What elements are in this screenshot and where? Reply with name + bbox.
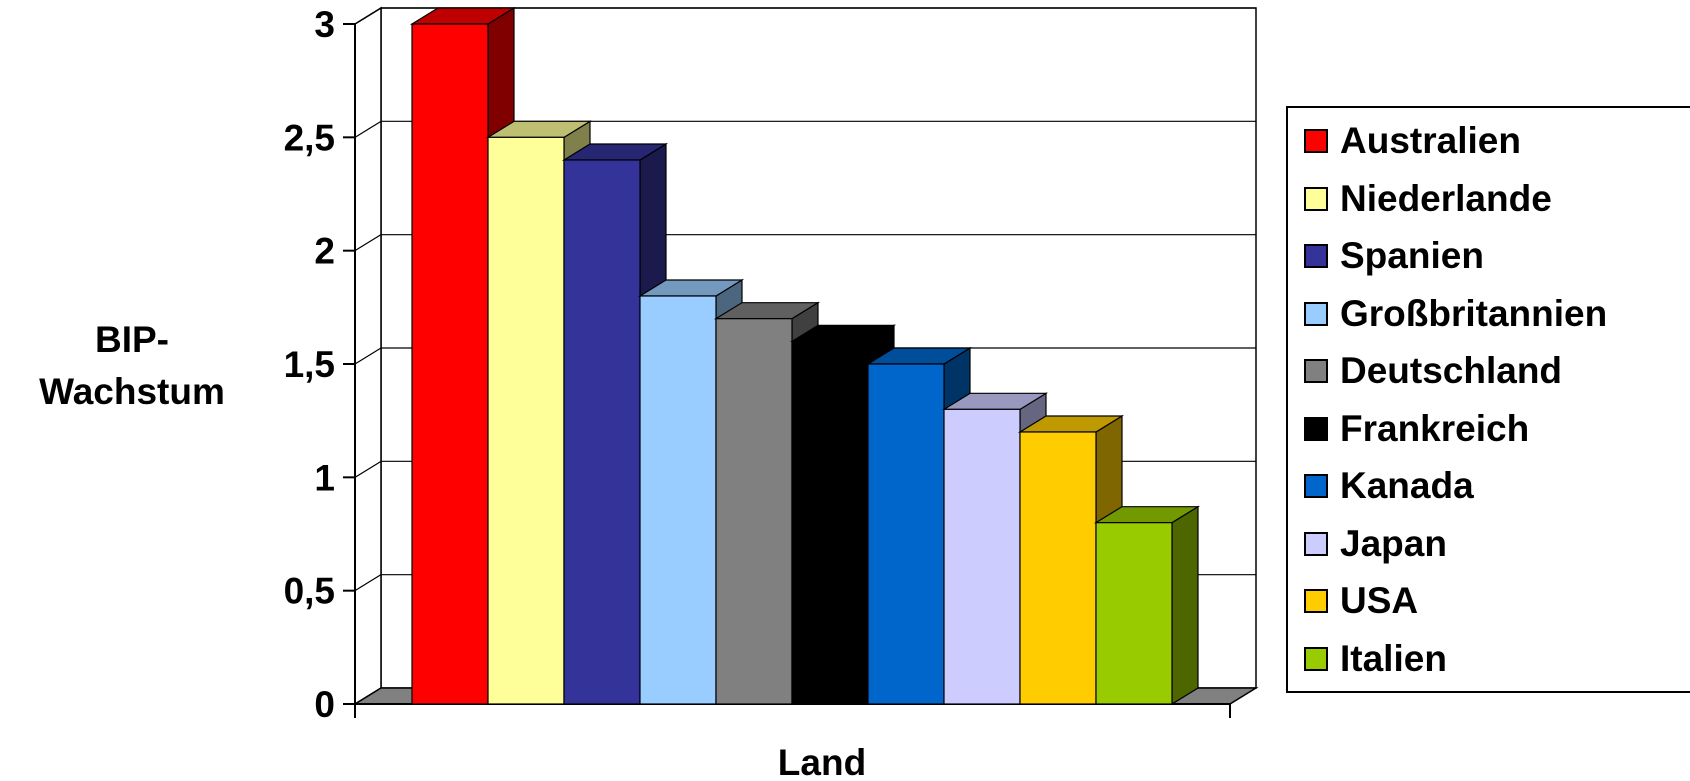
y-axis-label-line-1: BIP- bbox=[95, 319, 169, 360]
legend-item: Kanada bbox=[1304, 457, 1474, 515]
bar-front bbox=[1019, 431, 1097, 705]
legend-label: Italien bbox=[1340, 637, 1447, 679]
bar-front bbox=[563, 159, 641, 705]
y-tick-label: 2,5 bbox=[284, 117, 335, 158]
bar-side bbox=[1171, 505, 1199, 706]
legend-swatch bbox=[1304, 474, 1328, 498]
legend-swatch bbox=[1304, 531, 1328, 556]
legend-swatch bbox=[1304, 416, 1328, 441]
legend-label: Spanien bbox=[1340, 235, 1484, 276]
bar-front bbox=[411, 23, 489, 705]
legend-item: Deutschland bbox=[1304, 342, 1562, 400]
bar-front bbox=[867, 363, 945, 705]
bars bbox=[409, 6, 1201, 706]
bar-front bbox=[1095, 522, 1173, 705]
legend: Australien Niederlande Spanien Großbritanni… bbox=[1286, 106, 1690, 693]
bar-front bbox=[715, 318, 793, 705]
legend-swatch bbox=[1304, 301, 1328, 326]
legend-item: Frankreich bbox=[1304, 400, 1529, 458]
legend-swatch bbox=[1304, 589, 1328, 613]
gridline-side bbox=[354, 234, 382, 252]
y-axis-label-line-2: Wachstum bbox=[39, 371, 225, 412]
y-tick-label: 0 bbox=[314, 684, 335, 725]
legend-item: Spanien bbox=[1304, 227, 1484, 285]
legend-swatch bbox=[1304, 129, 1328, 153]
legend-label: USA bbox=[1340, 580, 1419, 621]
legend-label: Großbritannien bbox=[1340, 292, 1608, 334]
gridline-side bbox=[354, 460, 382, 478]
legend-label: Frankreich bbox=[1340, 407, 1530, 449]
legend-label: Kanada bbox=[1340, 465, 1474, 506]
gridline-side bbox=[354, 574, 382, 592]
legend-label: Australien bbox=[1340, 120, 1521, 161]
bar bbox=[1017, 414, 1125, 706]
legend-item: Großbritannien bbox=[1304, 285, 1607, 343]
legend-item: Italien bbox=[1304, 630, 1447, 688]
y-tick-label: 0,5 bbox=[284, 571, 335, 612]
legend-item: Niederlande bbox=[1304, 170, 1552, 228]
legend-item: Australien bbox=[1304, 112, 1521, 170]
legend-item: USA bbox=[1304, 572, 1418, 630]
gridline-side bbox=[354, 120, 382, 138]
x-axis-label: Land bbox=[778, 742, 866, 781]
y-tick-label: 3 bbox=[314, 4, 335, 45]
legend-swatch bbox=[1304, 186, 1328, 211]
gridline-side bbox=[354, 347, 382, 365]
bar-front bbox=[943, 408, 1021, 705]
legend-swatch bbox=[1304, 646, 1328, 671]
gridline-side bbox=[354, 7, 382, 25]
bar bbox=[1093, 505, 1201, 706]
legend-swatch bbox=[1304, 359, 1328, 383]
bar-front bbox=[487, 136, 565, 705]
y-tick-labels: 0 0,5 1 1,5 2 2,5 3 bbox=[284, 4, 335, 725]
bar-front bbox=[791, 340, 869, 705]
y-tick-label: 1 bbox=[314, 457, 335, 498]
legend-label: Deutschland bbox=[1340, 350, 1563, 391]
legend-item: Japan bbox=[1304, 515, 1447, 573]
y-tick-label: 1,5 bbox=[284, 344, 335, 385]
legend-label: Niederlande bbox=[1340, 177, 1552, 219]
legend-swatch bbox=[1304, 244, 1328, 268]
y-tick-label: 2 bbox=[314, 231, 335, 272]
bar-front bbox=[639, 295, 717, 705]
legend-label: Japan bbox=[1340, 522, 1447, 564]
